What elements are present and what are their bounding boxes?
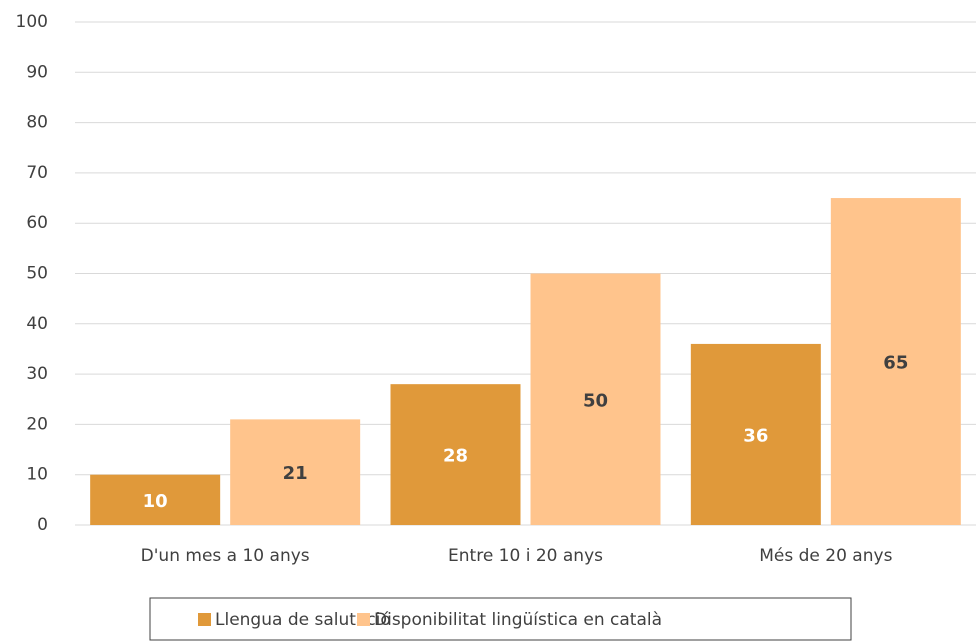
bar <box>830 198 961 526</box>
x-tick-label: Més de 20 anys <box>759 546 892 566</box>
data-label: 21 <box>283 463 308 484</box>
y-tick-label: 100 <box>16 12 48 32</box>
y-tick-label: 20 <box>26 414 48 434</box>
bar <box>530 273 661 525</box>
bar <box>230 419 361 525</box>
legend-swatch <box>357 613 370 626</box>
data-label: 36 <box>743 425 768 446</box>
legend-label: Disponibilitat lingüística en català <box>374 610 662 630</box>
x-tick-label: Entre 10 i 20 anys <box>448 546 603 566</box>
y-tick-label: 60 <box>26 213 48 233</box>
x-tick-label: D'un mes a 10 anys <box>141 546 310 566</box>
y-tick-label: 30 <box>26 364 48 384</box>
data-label: 10 <box>143 491 168 512</box>
data-label: 28 <box>443 446 468 467</box>
data-label: 65 <box>883 353 908 374</box>
data-label: 50 <box>583 390 608 411</box>
y-tick-label: 40 <box>26 314 48 334</box>
y-tick-label: 70 <box>26 163 48 183</box>
y-tick-label: 50 <box>26 264 48 284</box>
bar <box>90 474 221 525</box>
legend-swatch <box>198 613 211 626</box>
y-tick-label: 80 <box>26 113 48 133</box>
legend-label: Llengua de salutació <box>215 610 391 630</box>
y-tick-label: 90 <box>26 62 48 82</box>
y-tick-label: 0 <box>37 515 48 535</box>
bar <box>390 384 521 525</box>
bar <box>690 343 821 525</box>
y-tick-label: 10 <box>26 465 48 485</box>
legend-box <box>149 597 852 641</box>
